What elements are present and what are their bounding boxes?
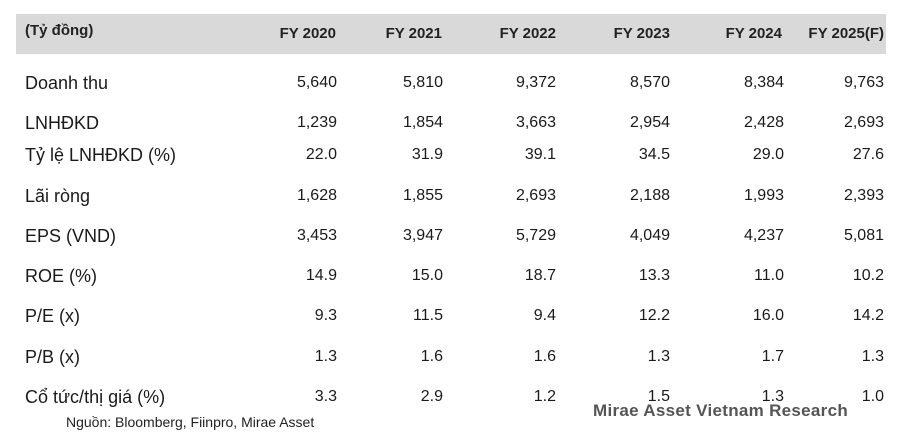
table-cell: 8,384 — [743, 74, 784, 91]
table-cell: 2,693 — [515, 187, 556, 204]
row-label: Cổ tức/thị giá (%) — [25, 387, 166, 407]
table-cell: 1.3 — [761, 388, 784, 405]
table-cell: 11.0 — [754, 267, 784, 284]
table-row: P/B (x) 1.3 1.6 1.6 1.3 1.7 1.3 — [0, 342, 906, 372]
table-cell: 2,954 — [629, 114, 670, 131]
table-cell: 2.9 — [420, 388, 443, 405]
table-cell: 1.2 — [533, 388, 556, 405]
table-cell: 9,372 — [515, 74, 556, 91]
column-header-fy2022: FY 2022 — [499, 25, 556, 42]
table-cell: 9.3 — [314, 307, 337, 324]
table-cell: 1,855 — [402, 187, 443, 204]
table-cell: 22.0 — [305, 146, 337, 163]
row-label: P/B (x) — [25, 347, 81, 367]
column-header-fy2023: FY 2023 — [613, 25, 670, 42]
table-cell: 2,428 — [743, 114, 784, 131]
unit-label: (Tỷ đồng) — [25, 22, 94, 39]
table-cell: 14.2 — [852, 307, 884, 324]
table-cell: 16.0 — [752, 307, 784, 324]
table-row: ROE (%) 14.9 15.0 18.7 13.3 11.0 10.2 — [0, 261, 906, 291]
table-cell: 2,393 — [843, 187, 884, 204]
table-cell: 29.0 — [752, 146, 784, 163]
table-cell: 1,628 — [296, 187, 337, 204]
table-cell: 1,239 — [296, 114, 337, 131]
table-cell: 1.7 — [761, 348, 784, 365]
table-cell: 27.6 — [852, 146, 884, 163]
table-row: Lãi ròng 1,628 1,855 2,693 2,188 1,993 2,393 — [0, 181, 906, 211]
table-cell: 3.3 — [314, 388, 337, 405]
table-cell: 5,081 — [843, 227, 884, 244]
table-row: Tỷ lệ LNHĐKD (%) 22.0 31.9 39.1 34.5 29.0 27.6 — [0, 140, 906, 170]
table-cell: 1.5 — [647, 388, 670, 405]
table-cell: 34.5 — [638, 146, 670, 163]
table-cell: 18.7 — [524, 267, 556, 284]
table-cell: 10.2 — [852, 267, 884, 284]
table-cell: 4,237 — [743, 227, 784, 244]
row-label: LNHĐKD — [25, 113, 100, 133]
row-label: ROE (%) — [25, 266, 97, 286]
table-row: P/E (x) 9.3 11.5 9.4 12.2 16.0 14.2 — [0, 301, 906, 331]
table-cell: 1.6 — [533, 348, 556, 365]
table-row: EPS (VND) 3,453 3,947 5,729 4,049 4,237 5,081 — [0, 221, 906, 251]
column-header-fy2020: FY 2020 — [279, 25, 336, 42]
table-cell: 3,663 — [515, 114, 556, 131]
table-cell: 39.1 — [524, 146, 556, 163]
table-cell: 2,188 — [629, 187, 670, 204]
table-cell: 2,693 — [843, 114, 884, 131]
table-cell: 3,947 — [402, 227, 443, 244]
table-cell: 1.6 — [420, 348, 443, 365]
row-label: Lãi ròng — [25, 186, 91, 206]
table-row: LNHĐKD 1,239 1,854 3,663 2,954 2,428 2,693 — [0, 108, 906, 138]
table-row: Doanh thu 5,640 5,810 9,372 8,570 8,384 9,763 — [0, 68, 906, 98]
table-cell: 9.4 — [533, 307, 556, 324]
row-label: Tỷ lệ LNHĐKD (%) — [25, 145, 177, 165]
table-cell: 1.0 — [861, 388, 884, 405]
column-header-fy2025f: FY 2025(F) — [808, 25, 884, 42]
table-cell: 1,993 — [743, 187, 784, 204]
table-cell: 1.3 — [861, 348, 884, 365]
table-header: (Tỷ đồng) FY 2020 FY 2021 FY 2022 FY 202… — [16, 14, 886, 54]
table-cell: 3,453 — [296, 227, 337, 244]
row-label: P/E (x) — [25, 306, 81, 326]
column-header-fy2024: FY 2024 — [725, 25, 782, 42]
table-cell: 11.5 — [413, 307, 443, 324]
table-cell: 1.3 — [314, 348, 337, 365]
source-note: Nguồn: Bloomberg, Fiinpro, Mirae Asset — [66, 414, 315, 430]
table-cell: 4,049 — [629, 227, 670, 244]
table-cell: 1,854 — [402, 114, 443, 131]
table-cell: 5,810 — [402, 74, 443, 91]
table-cell: 15.0 — [411, 267, 443, 284]
table-cell: 5,729 — [515, 227, 556, 244]
table-cell: 9,763 — [843, 74, 884, 91]
table-cell: 1.3 — [647, 348, 670, 365]
table-cell: 13.3 — [638, 267, 670, 284]
table-cell: 12.2 — [638, 307, 670, 324]
table-row: Cổ tức/thị giá (%) 3.3 2.9 1.2 1.5 1.3 1.0 — [0, 382, 906, 412]
row-label: EPS (VND) — [25, 226, 117, 246]
row-label: Doanh thu — [25, 73, 109, 93]
watermark: Mirae Asset Vietnam Research — [593, 401, 849, 420]
table-cell: 31.9 — [411, 146, 443, 163]
table-cell: 14.9 — [305, 267, 337, 284]
table-cell: 8,570 — [629, 74, 670, 91]
table-cell: 5,640 — [296, 74, 337, 91]
column-header-fy2021: FY 2021 — [385, 25, 442, 42]
